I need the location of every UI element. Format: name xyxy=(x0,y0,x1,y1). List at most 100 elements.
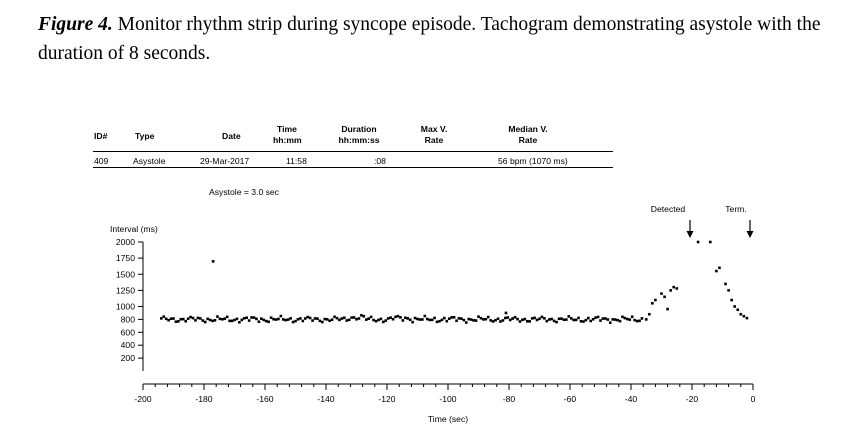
data-point xyxy=(230,319,234,323)
data-point xyxy=(651,301,654,305)
data-point xyxy=(462,318,466,322)
data-point xyxy=(369,315,373,319)
data-point xyxy=(242,317,246,320)
data-point xyxy=(225,315,229,319)
data-point xyxy=(635,319,639,323)
data-point xyxy=(406,317,410,320)
data-point xyxy=(501,319,505,322)
data-point xyxy=(255,317,258,321)
data-point xyxy=(562,318,566,322)
data-point xyxy=(318,319,322,323)
cell-id: 409 xyxy=(94,156,109,166)
data-point xyxy=(555,320,558,324)
data-point xyxy=(666,307,669,311)
x-tick-label: -120 xyxy=(378,394,395,404)
data-point xyxy=(216,315,219,318)
data-point xyxy=(455,319,458,323)
cell-duration: :08 xyxy=(374,156,386,166)
data-point xyxy=(467,317,471,321)
data-point xyxy=(211,319,214,323)
data-point xyxy=(494,318,497,322)
data-point xyxy=(727,289,730,292)
data-point xyxy=(221,317,224,321)
data-point xyxy=(547,318,551,321)
x-axis-label: Time (sec) xyxy=(428,414,468,424)
data-point xyxy=(189,315,192,319)
data-point xyxy=(194,319,197,322)
data-point xyxy=(526,319,529,323)
data-point xyxy=(545,319,549,323)
data-point xyxy=(223,317,227,320)
detected-arrow-head xyxy=(686,231,694,238)
data-point xyxy=(552,319,556,323)
data-point xyxy=(238,320,241,324)
header-type: Type xyxy=(135,131,155,141)
table-rule-bottom xyxy=(93,167,613,168)
data-point xyxy=(440,318,444,322)
data-point xyxy=(457,317,461,320)
data-point xyxy=(608,321,612,324)
data-point xyxy=(443,316,446,320)
data-point xyxy=(724,282,727,286)
y-tick-label: 1250 xyxy=(116,285,135,295)
data-point xyxy=(260,317,263,320)
x-tick-label: -80 xyxy=(503,394,516,404)
data-point xyxy=(506,316,510,319)
x-tick-label: -100 xyxy=(439,394,456,404)
data-point xyxy=(408,318,412,322)
data-point xyxy=(357,317,361,320)
data-point xyxy=(745,316,749,320)
data-point xyxy=(423,314,427,318)
data-point xyxy=(364,318,368,321)
data-point xyxy=(321,320,324,324)
data-point xyxy=(616,318,619,322)
data-point xyxy=(291,320,295,324)
data-point xyxy=(633,318,636,322)
data-point xyxy=(591,317,595,321)
cell-type: Asystole xyxy=(133,156,166,166)
data-point xyxy=(313,317,317,320)
data-point xyxy=(203,320,207,324)
data-point xyxy=(660,292,663,295)
data-point xyxy=(382,320,385,324)
data-point xyxy=(479,316,483,320)
data-point xyxy=(565,318,568,321)
data-point xyxy=(301,319,305,323)
data-point xyxy=(518,320,522,323)
data-point xyxy=(167,318,170,322)
x-tick-label: -20 xyxy=(686,394,699,404)
data-point xyxy=(413,316,417,320)
data-point xyxy=(196,316,200,320)
data-point xyxy=(350,316,353,319)
data-point xyxy=(489,319,492,322)
x-tick-label: -160 xyxy=(256,394,273,404)
detected-label: Detected xyxy=(651,204,686,214)
y-tick-label: 1500 xyxy=(116,269,135,279)
data-point xyxy=(211,260,215,263)
data-point xyxy=(233,318,236,322)
data-point xyxy=(340,317,344,320)
data-point xyxy=(730,298,733,302)
header-time: Time hh:mm xyxy=(273,124,302,145)
data-point xyxy=(465,321,468,324)
data-point xyxy=(644,318,648,321)
data-point xyxy=(584,318,588,322)
data-point xyxy=(262,318,266,322)
data-point xyxy=(228,319,231,323)
data-point xyxy=(269,316,273,319)
data-point xyxy=(445,319,449,323)
data-point xyxy=(333,315,336,319)
data-point xyxy=(513,315,517,319)
data-point xyxy=(303,317,307,320)
data-point xyxy=(567,315,571,318)
data-point xyxy=(372,318,375,322)
data-point xyxy=(613,318,617,321)
data-point xyxy=(669,289,672,292)
data-point xyxy=(484,317,488,321)
data-point xyxy=(360,313,363,317)
data-point xyxy=(191,316,195,320)
cell-date: 29-Mar-2017 xyxy=(200,156,250,166)
header-median-rate: Median V. Rate xyxy=(508,124,548,145)
data-point xyxy=(572,318,575,322)
data-point xyxy=(472,319,475,322)
